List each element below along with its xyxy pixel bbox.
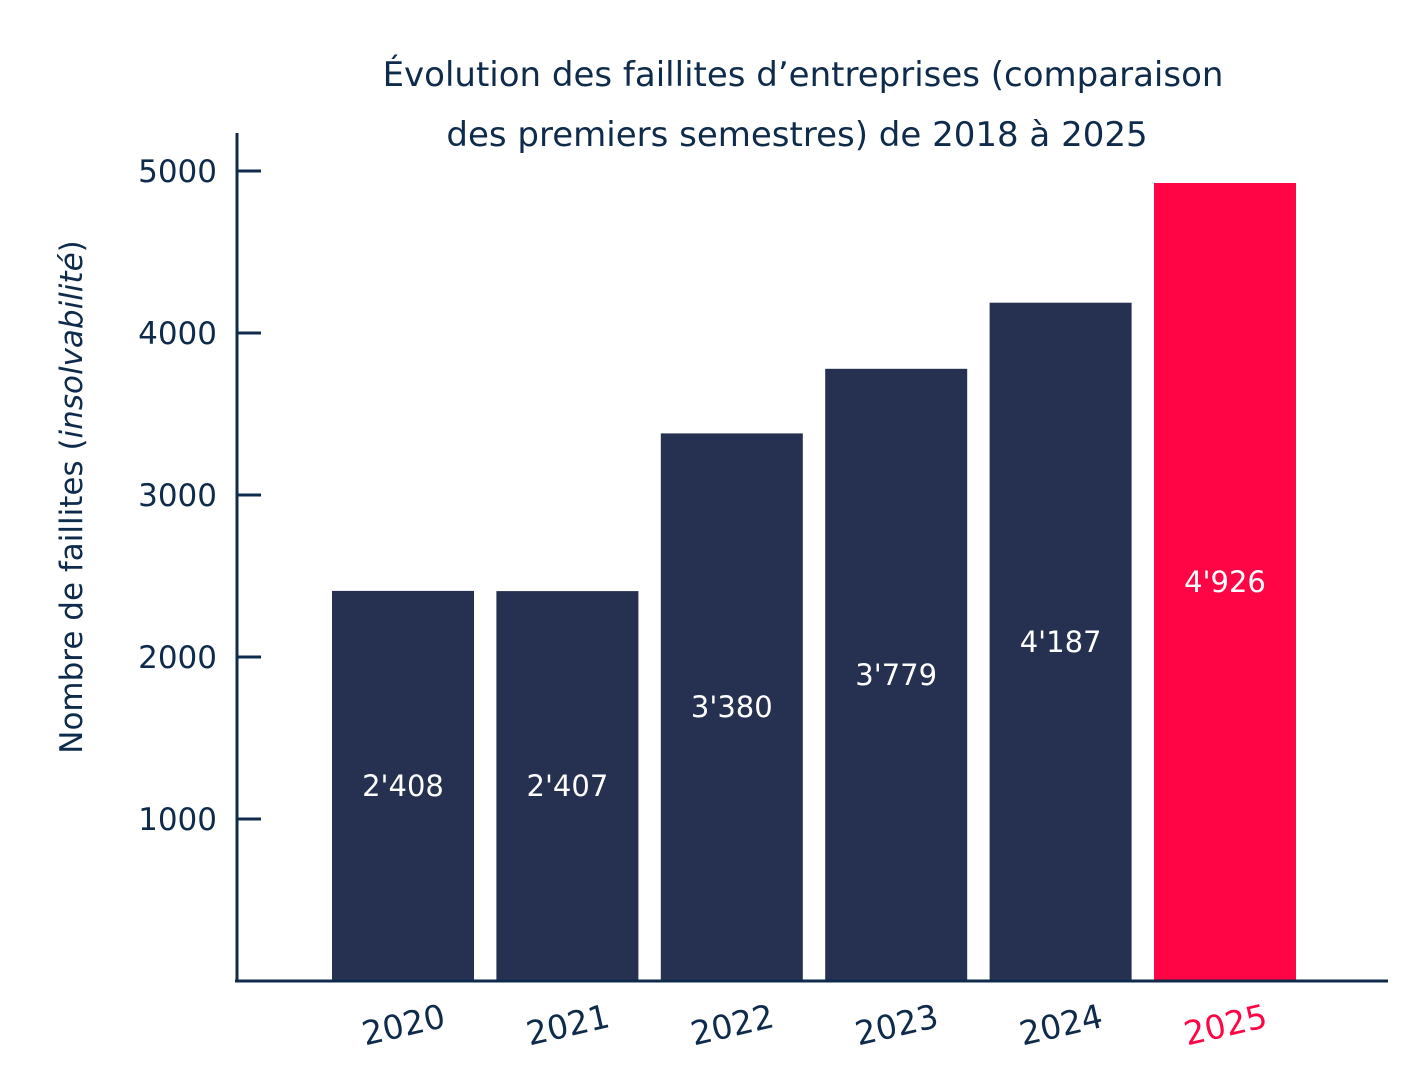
bar-2025 [1154, 183, 1296, 981]
x-tick-label-2022: 2022 [687, 996, 778, 1053]
x-categories-layer: 2020 2021 2022 2023 2024 2025 [358, 996, 1271, 1053]
y-tick-label-2000: 2000 [138, 640, 217, 676]
bar-2024 [989, 302, 1132, 981]
bars-layer: 2'408 2'407 3'380 3'779 4'187 4'926 [332, 183, 1296, 981]
x-tick-label-2020: 2020 [358, 996, 449, 1053]
x-tick-label-2021: 2021 [523, 996, 614, 1053]
x-tick-label-2023: 2023 [851, 996, 942, 1053]
bar-2023 [825, 368, 968, 981]
bar-value-label-2022: 3'380 [691, 690, 773, 724]
y-axis-label: Nombre de faillites (insolvabilité) [54, 240, 90, 754]
y-axis-label-prefix: Nombre de faillites ( [54, 438, 90, 753]
x-tick-label-2025: 2025 [1180, 996, 1271, 1053]
y-tick-label-4000: 4000 [138, 316, 217, 352]
chart-title-line-2: des premiers semestres) de 2018 à 2025 [446, 115, 1147, 155]
bar-value-label-2020: 2'408 [362, 769, 444, 803]
y-tick-label-3000: 3000 [138, 478, 217, 514]
x-tick-label-2024: 2024 [1016, 996, 1107, 1053]
bar-2022 [660, 433, 803, 981]
chart-title-line-1: Évolution des faillites d’entreprises (c… [383, 54, 1224, 95]
y-axis-label-italic: insolvabilité [54, 252, 90, 438]
bar-value-label-2021: 2'407 [527, 769, 609, 803]
y-tick-label-1000: 1000 [138, 802, 217, 838]
bar-value-label-2023: 3'779 [855, 658, 937, 692]
y-axis-label-suffix: ) [54, 240, 90, 252]
y-tick-label-5000: 5000 [138, 154, 217, 190]
bar-2020 [332, 590, 474, 981]
y-ticks-layer: 1000 2000 3000 4000 5000 [138, 154, 261, 838]
bar-2021 [496, 591, 639, 981]
bar-value-label-2024: 4'187 [1020, 625, 1102, 659]
bar-value-label-2025: 4'926 [1184, 565, 1266, 599]
